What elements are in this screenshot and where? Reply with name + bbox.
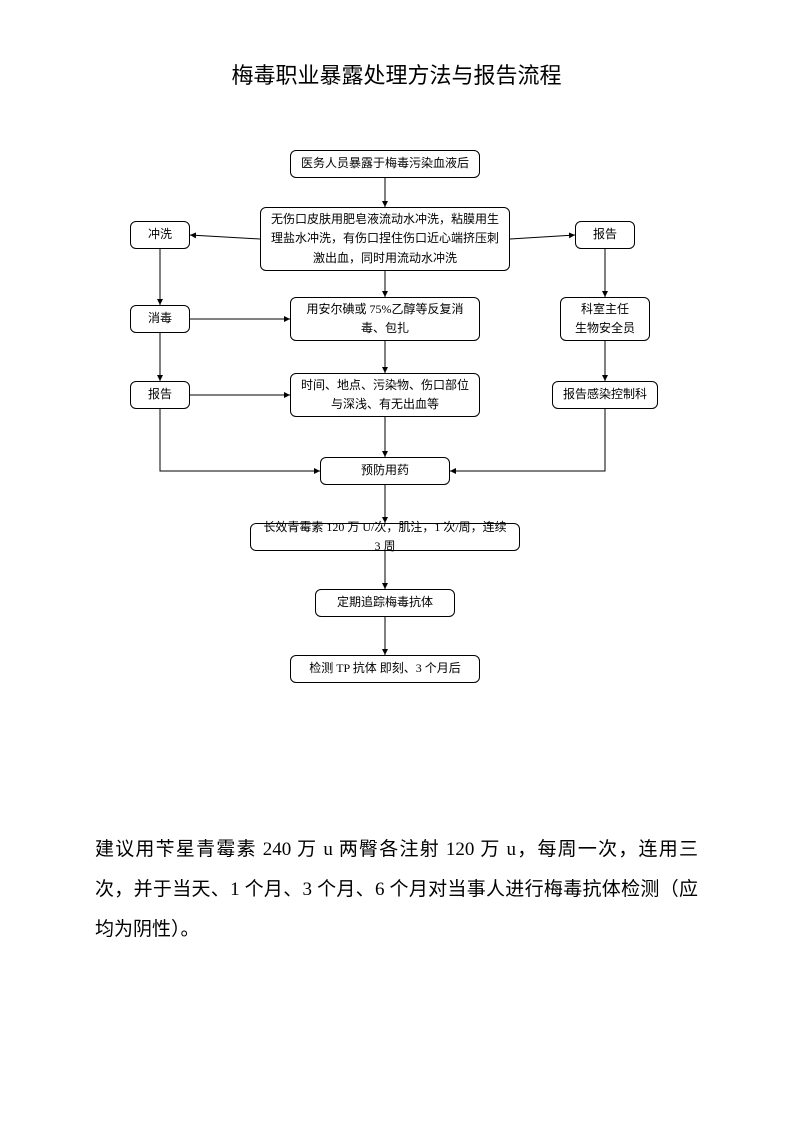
- node-report_right: 报告: [575, 221, 635, 249]
- node-start: 医务人员暴露于梅毒污染血液后: [290, 150, 480, 178]
- flowchart: 医务人员暴露于梅毒污染血液后无伤口皮肤用肥皂液流动水冲洗，粘膜用生理盐水冲洗，有…: [0, 135, 793, 775]
- node-followup: 定期追踪梅毒抗体: [315, 589, 455, 617]
- node-wash_detail: 无伤口皮肤用肥皂液流动水冲洗，粘膜用生理盐水冲洗，有伤口捏住伤口近心端挤压刺激出…: [260, 207, 510, 271]
- node-report_left: 报告: [130, 381, 190, 409]
- node-penicillin: 长效青霉素 120 万 U/次，肌注，1 次/周，连续 3 周: [250, 523, 520, 551]
- node-prophylaxis: 预防用药: [320, 457, 450, 485]
- page-title: 梅毒职业暴露处理方法与报告流程: [0, 0, 793, 90]
- node-dept_head: 科室主任生物安全员: [560, 297, 650, 341]
- node-disinfect_detail: 用安尔碘或 75%乙醇等反复消毒、包扎: [290, 297, 480, 341]
- node-test: 检测 TP 抗体 即刻、3 个月后: [290, 655, 480, 683]
- body-paragraph: 建议用苄星青霉素 240 万 u 两臀各注射 120 万 u，每周一次，连用三次…: [95, 830, 698, 950]
- node-report_infection: 报告感染控制科: [552, 381, 658, 409]
- node-disinfect: 消毒: [130, 305, 190, 333]
- node-wash: 冲洗: [130, 221, 190, 249]
- node-record_detail: 时间、地点、污染物、伤口部位与深浅、有无出血等: [290, 373, 480, 417]
